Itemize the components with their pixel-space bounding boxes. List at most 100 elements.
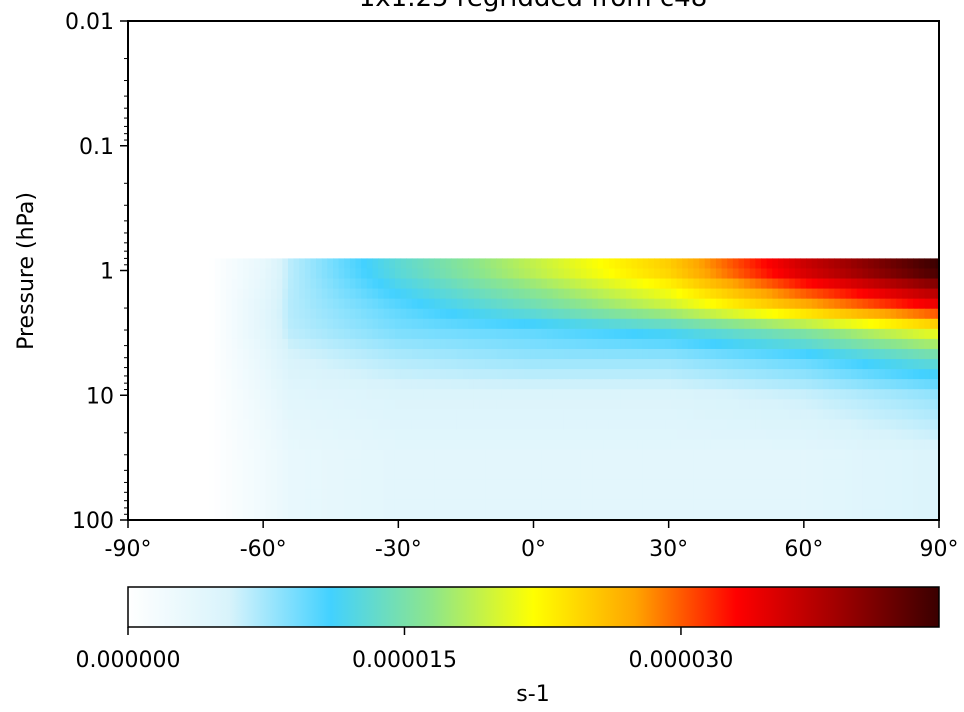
- heatmap-cell: [693, 479, 700, 491]
- heatmap-cell: [530, 419, 537, 431]
- heatmap-cell: [845, 479, 852, 491]
- heatmap-cell: [699, 258, 706, 270]
- heatmap-cell: [659, 308, 666, 320]
- heatmap-cell: [665, 459, 672, 471]
- heatmap-cell: [890, 489, 897, 501]
- heatmap-cell: [749, 459, 756, 471]
- heatmap-cell: [378, 479, 385, 491]
- heatmap-cell: [851, 369, 858, 380]
- heatmap-cell: [687, 318, 695, 330]
- heatmap-cell: [440, 429, 447, 441]
- heatmap-cell: [513, 288, 520, 300]
- heatmap-cell: [406, 449, 413, 461]
- heatmap-cell: [879, 499, 886, 511]
- heatmap-cell: [586, 278, 593, 290]
- heatmap-cell: [580, 328, 588, 340]
- heatmap-cell: [333, 449, 340, 461]
- heatmap-cell: [333, 288, 340, 300]
- heatmap-cell: [518, 278, 526, 290]
- heatmap-cell: [817, 419, 824, 431]
- heatmap-cell: [254, 369, 261, 380]
- heatmap-cell: [727, 509, 734, 521]
- heatmap-cell: [287, 459, 295, 471]
- heatmap-cell: [851, 318, 858, 330]
- heatmap-cell: [423, 489, 430, 501]
- heatmap-cell: [524, 278, 531, 290]
- heatmap-cell: [631, 348, 638, 360]
- heatmap-cell: [535, 318, 542, 330]
- heatmap-cell: [507, 338, 514, 350]
- heatmap-cell: [783, 439, 790, 451]
- heatmap-cell: [451, 338, 458, 350]
- heatmap-cell: [271, 459, 278, 471]
- heatmap-cell: [327, 338, 334, 350]
- heatmap-cell: [637, 469, 644, 481]
- heatmap-cell: [721, 278, 728, 290]
- heatmap-cell: [271, 489, 278, 501]
- heatmap-cell: [378, 439, 385, 451]
- heatmap-cell: [535, 449, 542, 461]
- heatmap-cell: [361, 469, 368, 481]
- heatmap-cell: [338, 338, 345, 350]
- heatmap-cell: [873, 459, 880, 471]
- heatmap-cell: [259, 348, 267, 360]
- heatmap-cell: [271, 419, 278, 431]
- heatmap-cell: [710, 499, 717, 511]
- heatmap-cell: [603, 278, 610, 290]
- heatmap-cell: [614, 328, 621, 340]
- heatmap-cell: [293, 449, 300, 461]
- heatmap-cell: [440, 449, 447, 461]
- heatmap-cell: [817, 479, 824, 491]
- heatmap-cell: [552, 429, 559, 441]
- heatmap-cell: [637, 278, 644, 290]
- heatmap-cell: [496, 499, 503, 511]
- heatmap-cell: [670, 499, 678, 511]
- heatmap-cell: [456, 268, 464, 280]
- heatmap-cell: [287, 509, 295, 521]
- heatmap-cell: [592, 379, 599, 390]
- heatmap-cell: [772, 479, 779, 491]
- heatmap-cell: [276, 298, 283, 310]
- heatmap-cell: [569, 439, 576, 451]
- heatmap-cell: [834, 439, 841, 451]
- heatmap-cell: [884, 399, 892, 410]
- heatmap-cell: [608, 379, 616, 390]
- heatmap-cell: [845, 399, 852, 410]
- heatmap-cell: [603, 409, 610, 420]
- heatmap-cell: [603, 429, 610, 441]
- heatmap-cell: [924, 298, 931, 310]
- heatmap-cell: [220, 479, 227, 491]
- heatmap-cell: [806, 509, 813, 521]
- heatmap-cell: [349, 278, 357, 290]
- heatmap-cell: [580, 439, 588, 451]
- heatmap-cell: [851, 499, 858, 511]
- heatmap-cell: [411, 499, 419, 511]
- heatmap-cell: [710, 369, 717, 380]
- heatmap-cell: [338, 429, 345, 441]
- heatmap-cell: [366, 278, 374, 290]
- heatmap-cell: [687, 459, 695, 471]
- heatmap-cell: [299, 288, 306, 300]
- heatmap-cell: [614, 409, 621, 420]
- heatmap-cell: [789, 379, 796, 390]
- heatmap-cell: [896, 369, 903, 380]
- heatmap-cell: [468, 419, 475, 431]
- heatmap-cell: [479, 278, 486, 290]
- heatmap-cell: [451, 328, 458, 340]
- heatmap-cell: [721, 308, 728, 320]
- heatmap-cell: [654, 399, 661, 410]
- heatmap-cell: [766, 449, 773, 461]
- heatmap-cell: [259, 459, 267, 471]
- heatmap-cell: [383, 479, 390, 491]
- y-tick-label: 0.01: [65, 10, 114, 35]
- heatmap-cell: [839, 409, 847, 420]
- heatmap-cell: [744, 499, 751, 511]
- heatmap-cell: [462, 359, 469, 370]
- heatmap-cell: [586, 479, 593, 491]
- heatmap-cell: [654, 298, 661, 310]
- heatmap-cell: [490, 389, 497, 400]
- heatmap-cell: [254, 419, 261, 431]
- heatmap-cell: [783, 509, 790, 521]
- heatmap-cell: [524, 409, 531, 420]
- heatmap-cell: [811, 308, 818, 320]
